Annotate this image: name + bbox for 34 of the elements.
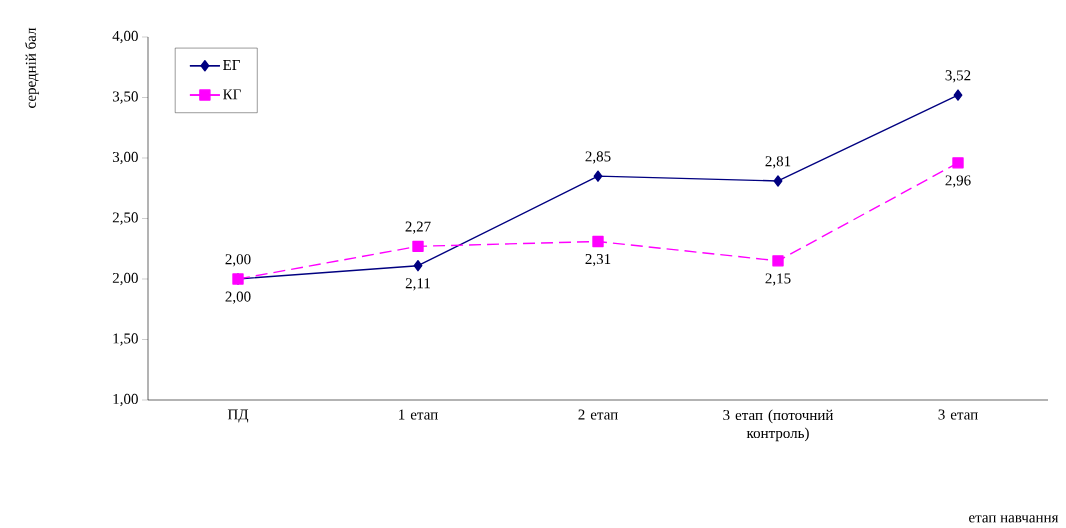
y-tick-label: 1,00 bbox=[113, 393, 138, 407]
data-label: 2,11 bbox=[405, 278, 430, 291]
point bbox=[412, 240, 424, 253]
legend-label: КГ bbox=[223, 89, 241, 100]
point bbox=[953, 89, 963, 101]
x-tick-label: 1 етап bbox=[399, 409, 438, 420]
data-label: 2,81 bbox=[765, 156, 791, 169]
x-axis-title: етап навчання bbox=[969, 515, 1059, 523]
y-tick-label: 3,50 bbox=[112, 91, 138, 104]
point bbox=[413, 259, 423, 272]
data-label: 2,15 bbox=[765, 273, 791, 286]
legend-label: ЕГ bbox=[223, 60, 240, 70]
x-tick-label: ПД bbox=[227, 409, 249, 423]
x-tick-label: 2 етап bbox=[578, 409, 618, 420]
point bbox=[772, 255, 784, 267]
data-label: 2,00 bbox=[225, 254, 251, 267]
point bbox=[952, 157, 964, 169]
data-label: 2,31 bbox=[585, 254, 611, 267]
x-tick-label: 3 етап (поточний контроль) bbox=[723, 409, 834, 442]
data-label: 3,52 bbox=[945, 70, 971, 83]
data-label: 2,85 bbox=[585, 151, 611, 164]
y-tick-label: 1,50 bbox=[113, 333, 138, 346]
y-tick-label: 2,50 bbox=[112, 212, 138, 225]
y-axis-title: середній бал bbox=[25, 27, 39, 108]
y-tick-label: 4,00 bbox=[112, 30, 138, 44]
y-tick-label: 3,00 bbox=[112, 151, 138, 165]
point bbox=[773, 175, 783, 187]
data-label: 2,27 bbox=[405, 221, 431, 234]
point bbox=[592, 235, 604, 248]
point bbox=[593, 170, 603, 182]
x-tick-label: 3 етап bbox=[938, 409, 978, 420]
y-tick-label: 2,00 bbox=[112, 272, 138, 286]
data-label: 2,00 bbox=[225, 291, 251, 304]
data-label: 2,96 bbox=[945, 175, 971, 188]
